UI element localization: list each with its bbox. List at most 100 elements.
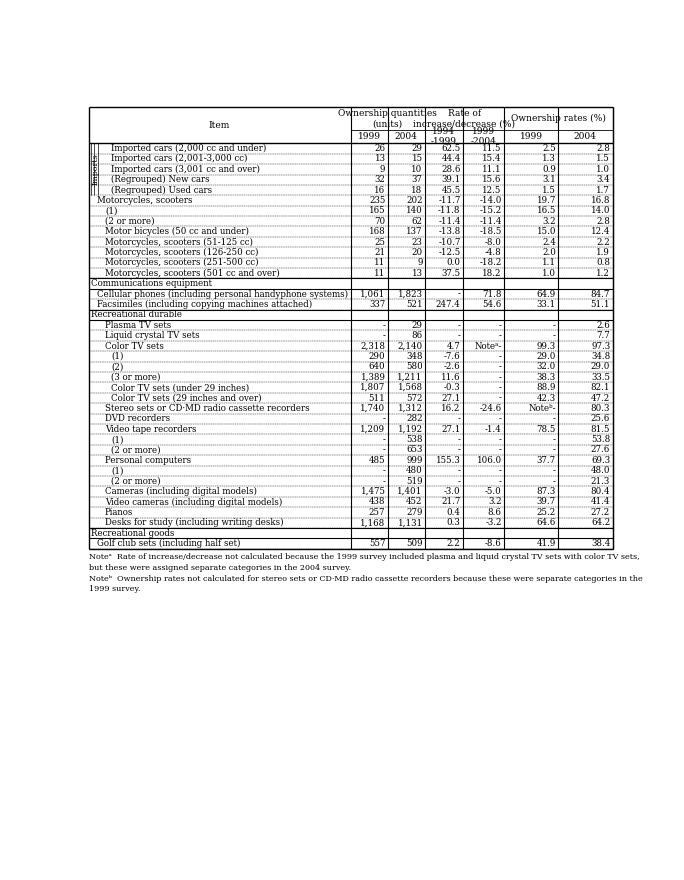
Text: 640: 640 <box>369 363 385 371</box>
Text: 257: 257 <box>369 508 385 517</box>
Text: 80.3: 80.3 <box>591 404 610 413</box>
Text: -: - <box>382 477 385 486</box>
Text: 47.2: 47.2 <box>591 393 610 402</box>
Text: 1994
-1999: 1994 -1999 <box>431 127 457 146</box>
Text: 1,209: 1,209 <box>360 425 385 434</box>
Text: -4.8: -4.8 <box>485 248 501 257</box>
Text: -: - <box>553 331 556 341</box>
Text: -: - <box>499 466 501 475</box>
Text: 26: 26 <box>374 144 385 153</box>
Text: 32.0: 32.0 <box>537 363 556 371</box>
Text: 88.9: 88.9 <box>536 383 556 392</box>
Text: -: - <box>458 331 460 341</box>
Text: 32: 32 <box>375 175 385 184</box>
Text: (1): (1) <box>105 207 118 216</box>
Text: Imports: Imports <box>92 153 100 185</box>
Text: 12.4: 12.4 <box>591 227 610 236</box>
Text: 538: 538 <box>406 435 423 444</box>
Text: 2.2: 2.2 <box>596 238 610 246</box>
Text: -18.2: -18.2 <box>479 259 501 268</box>
Text: 140: 140 <box>406 207 423 216</box>
Text: -: - <box>553 414 556 423</box>
Text: 37: 37 <box>412 175 423 184</box>
Text: (2 or more): (2 or more) <box>105 216 155 226</box>
Text: 337: 337 <box>369 300 385 309</box>
Text: 1,807: 1,807 <box>360 383 385 392</box>
Text: 64.9: 64.9 <box>537 290 556 298</box>
Text: -11.7: -11.7 <box>438 196 460 205</box>
Text: 1,568: 1,568 <box>397 383 423 392</box>
Text: 70: 70 <box>374 216 385 226</box>
Text: 14.0: 14.0 <box>591 207 610 216</box>
Text: 1.7: 1.7 <box>596 186 610 194</box>
Text: 11.5: 11.5 <box>482 144 501 153</box>
Text: Ownership rates (%): Ownership rates (%) <box>511 114 606 123</box>
Text: Desks for study (including writing desks): Desks for study (including writing desks… <box>105 518 283 527</box>
Text: 1,475: 1,475 <box>360 487 385 496</box>
Text: 13: 13 <box>412 268 423 278</box>
Text: Personal computers: Personal computers <box>105 456 191 465</box>
Text: 480: 480 <box>406 466 423 475</box>
Text: 0.0: 0.0 <box>447 259 460 268</box>
Text: 1,389: 1,389 <box>360 373 385 382</box>
Text: -: - <box>382 445 385 454</box>
Text: Imported cars (3,001 cc and over): Imported cars (3,001 cc and over) <box>111 165 260 174</box>
Text: -0.3: -0.3 <box>444 383 460 392</box>
Text: 27.1: 27.1 <box>441 393 460 402</box>
Text: -: - <box>499 393 501 402</box>
Text: -: - <box>553 435 556 444</box>
Text: 290: 290 <box>369 352 385 361</box>
Text: Communications equipment: Communications equipment <box>91 279 212 288</box>
Text: -1.4: -1.4 <box>485 425 501 434</box>
Text: 1,192: 1,192 <box>397 425 423 434</box>
Text: 1,211: 1,211 <box>397 373 423 382</box>
Text: Video cameras (including digital models): Video cameras (including digital models) <box>105 497 282 507</box>
Text: -: - <box>553 466 556 475</box>
Text: 15.0: 15.0 <box>536 227 556 236</box>
Text: 3.4: 3.4 <box>596 175 610 184</box>
Text: -: - <box>499 414 501 423</box>
Text: 13: 13 <box>374 154 385 164</box>
Text: Noteᵃ-: Noteᵃ- <box>475 341 501 350</box>
Text: (1): (1) <box>111 435 124 444</box>
Text: 9: 9 <box>380 165 385 174</box>
Text: -24.6: -24.6 <box>479 404 501 413</box>
Text: 29: 29 <box>412 144 423 153</box>
Text: Rate of
increase/decrease (%): Rate of increase/decrease (%) <box>413 109 516 128</box>
Text: 137: 137 <box>406 227 423 236</box>
Text: Cellular phones (including personal handyphone systems): Cellular phones (including personal hand… <box>97 290 348 298</box>
Text: 34.8: 34.8 <box>591 352 610 361</box>
Text: Motorcycles, scooters (251-500 cc): Motorcycles, scooters (251-500 cc) <box>105 259 259 268</box>
Text: 54.6: 54.6 <box>482 300 501 309</box>
Text: -: - <box>499 320 501 330</box>
Text: 247.4: 247.4 <box>436 300 460 309</box>
Text: 15: 15 <box>412 154 423 164</box>
Text: 48.0: 48.0 <box>591 466 610 475</box>
Text: 39.1: 39.1 <box>441 175 460 184</box>
Text: Noteᵇ-: Noteᵇ- <box>529 404 556 413</box>
Text: 87.3: 87.3 <box>537 487 556 496</box>
Text: 25.2: 25.2 <box>537 508 556 517</box>
Text: -: - <box>499 383 501 392</box>
Text: 2.4: 2.4 <box>542 238 556 246</box>
Text: 2004: 2004 <box>574 132 597 142</box>
Text: -: - <box>382 435 385 444</box>
Text: 2,318: 2,318 <box>360 341 385 350</box>
Text: 2004: 2004 <box>395 132 418 142</box>
Text: 86: 86 <box>412 331 423 341</box>
Text: 18.2: 18.2 <box>482 268 501 278</box>
Text: 155.3: 155.3 <box>436 456 460 465</box>
Text: DVD recorders: DVD recorders <box>105 414 170 423</box>
Text: -14.0: -14.0 <box>479 196 501 205</box>
Text: 16.5: 16.5 <box>536 207 556 216</box>
Text: Ownership quantities
(units): Ownership quantities (units) <box>339 109 437 128</box>
Text: Noteᵇ  Ownership rates not calculated for stereo sets or CD·MD radio cassette re: Noteᵇ Ownership rates not calculated for… <box>89 575 642 593</box>
Text: Imported cars (2,001-3,000 cc): Imported cars (2,001-3,000 cc) <box>111 154 248 164</box>
Text: Motor bicycles (50 cc and under): Motor bicycles (50 cc and under) <box>105 227 249 236</box>
Text: -13.8: -13.8 <box>438 227 460 236</box>
Text: 37.7: 37.7 <box>537 456 556 465</box>
Text: 4.7: 4.7 <box>447 341 460 350</box>
Text: 1.0: 1.0 <box>596 165 610 174</box>
Text: 25: 25 <box>374 238 385 246</box>
Text: 62.5: 62.5 <box>441 144 460 153</box>
